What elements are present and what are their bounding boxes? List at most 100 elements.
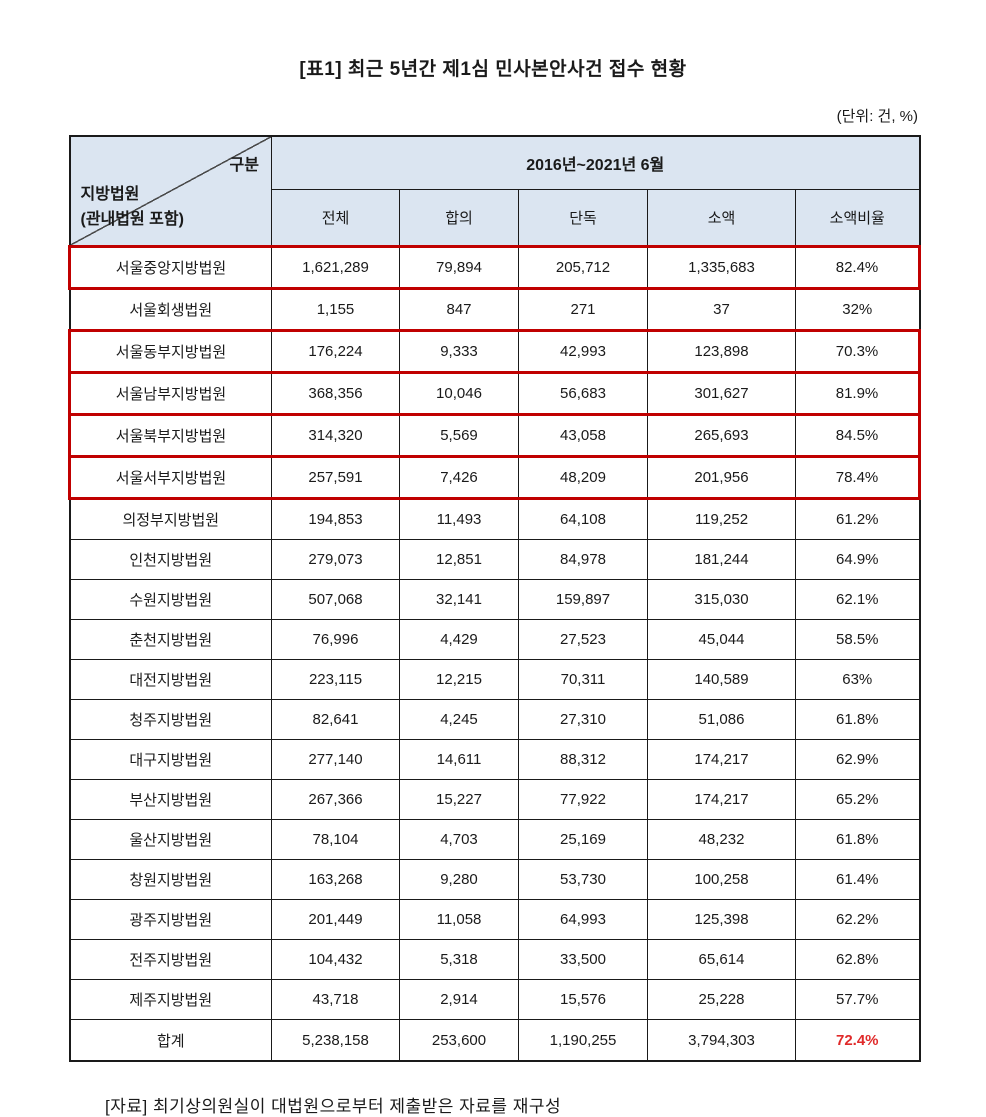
value-cell: 267,366 (271, 779, 400, 820)
value-cell: 1,335,683 (647, 245, 796, 290)
value-cell: 271 (518, 288, 648, 331)
value-cell: 223,115 (271, 659, 400, 700)
table-row: 서울북부지방법원 314,320 5,569 43,058 265,693 84.5% (68, 413, 922, 458)
value-cell: 70.3% (794, 329, 922, 374)
value-cell: 81.9% (794, 371, 922, 416)
table-row: 대전지방법원 223,115 12,215 70,311 140,589 63% (69, 659, 921, 700)
value-cell: 279,073 (271, 539, 400, 580)
value-cell: 314,320 (271, 413, 400, 458)
civil-cases-table: 구분 지방법원 (관내법원 포함) 2016년~2021년 6월 전체 합의 단독 소… (68, 135, 922, 1062)
value-cell: 10,046 (399, 371, 519, 416)
court-name-cell: 울산지방법원 (69, 819, 272, 860)
court-name-cell: 춘천지방법원 (69, 619, 272, 660)
value-cell: 11,058 (399, 899, 519, 940)
value-cell: 58.5% (794, 619, 921, 660)
value-cell: 70,311 (518, 659, 648, 700)
value-cell: 63% (794, 659, 921, 700)
court-name-cell: 인천지방법원 (69, 539, 272, 580)
table-row: 서울회생법원 1,155 847 271 37 32% (69, 288, 921, 331)
table-row: 제주지방법원 43,718 2,914 15,576 25,228 57.7% (69, 979, 921, 1020)
value-cell: 84.5% (794, 413, 922, 458)
column-header-3: 소액 (647, 189, 796, 247)
value-cell: 43,718 (271, 979, 400, 1020)
corner-label-category: 구분 (229, 157, 259, 174)
value-cell: 277,140 (271, 739, 400, 780)
value-cell: 265,693 (647, 413, 796, 458)
value-cell: 9,280 (399, 859, 519, 900)
court-name-cell: 청주지방법원 (69, 699, 272, 740)
value-cell: 201,449 (271, 899, 400, 940)
value-cell: 78,104 (271, 819, 400, 860)
table-row: 수원지방법원 507,068 32,141 159,897 315,030 62.1% (69, 579, 921, 620)
corner-label-court: 지방법원 (관내법원 포함) (81, 183, 184, 233)
value-cell: 84,978 (518, 539, 648, 580)
court-name-cell: 서울북부지방법원 (68, 413, 272, 458)
table-row: 광주지방법원 201,449 11,058 64,993 125,398 62.2% (69, 899, 921, 940)
value-cell: 15,227 (399, 779, 519, 820)
value-cell: 77,922 (518, 779, 648, 820)
value-cell: 57.7% (794, 979, 921, 1020)
header-row-period: 구분 지방법원 (관내법원 포함) 2016년~2021년 6월 (69, 135, 921, 247)
table-row: 서울남부지방법원 368,356 10,046 56,683 301,627 81.9% (68, 371, 922, 416)
value-cell: 119,252 (647, 498, 796, 540)
court-name-cell: 부산지방법원 (69, 779, 272, 820)
table-row: 대구지방법원 277,140 14,611 88,312 174,217 62.9% (69, 739, 921, 780)
table-row: 전주지방법원 104,432 5,318 33,500 65,614 62.8% (69, 939, 921, 980)
court-name-cell: 서울서부지방법원 (68, 455, 272, 500)
header-row-columns: 전체 합의 단독 소액 소액비율 (70, 189, 921, 247)
court-name-cell: 의정부지방법원 (69, 498, 272, 540)
value-cell: 1,621,289 (271, 245, 400, 290)
value-cell: 42,993 (518, 329, 648, 374)
court-name-cell: 서울중앙지방법원 (68, 245, 272, 290)
source-note: [자료] 최기상의원실이 대법원으로부터 제출받은 자료를 재구성 (105, 1097, 562, 1116)
value-cell: 82.4% (794, 245, 922, 290)
total-value-cell: 253,600 (399, 1019, 519, 1062)
table-row: 부산지방법원 267,366 15,227 77,922 174,217 65.2% (69, 779, 921, 820)
value-cell: 9,333 (399, 329, 519, 374)
table-row: 서울동부지방법원 176,224 9,333 42,993 123,898 70.3% (68, 329, 922, 374)
value-cell: 123,898 (647, 329, 796, 374)
total-value-cell: 1,190,255 (518, 1019, 648, 1062)
value-cell: 194,853 (271, 498, 400, 540)
value-cell: 45,044 (647, 619, 796, 660)
corner-label-court-line2: (관내법원 포함) (80, 211, 184, 229)
value-cell: 27,523 (518, 619, 648, 660)
column-header-4: 소액비율 (794, 189, 921, 247)
value-cell: 78.4% (794, 455, 922, 500)
total-value-cell: 5,238,158 (271, 1019, 400, 1062)
value-cell: 176,224 (271, 329, 400, 374)
column-header-2: 단독 (518, 189, 648, 247)
table-row: 청주지방법원 82,641 4,245 27,310 51,086 61.8% (69, 699, 921, 740)
value-cell: 12,215 (399, 659, 519, 700)
table-row: 서울중앙지방법원 1,621,289 79,894 205,712 1,335,683 8… (68, 245, 922, 290)
table-wrapper: (단위: 건, %) 구분 지방법원 (관내법원 포함) (68, 105, 922, 1062)
value-cell: 33,500 (518, 939, 648, 980)
value-cell: 88,312 (518, 739, 648, 780)
value-cell: 257,591 (271, 455, 400, 500)
value-cell: 4,245 (399, 699, 519, 740)
value-cell: 51,086 (647, 699, 796, 740)
value-cell: 125,398 (647, 899, 796, 940)
court-name-cell: 전주지방법원 (69, 939, 272, 980)
value-cell: 62.2% (794, 899, 921, 940)
table-row: 서울서부지방법원 257,591 7,426 48,209 201,956 78.4% (68, 455, 922, 500)
column-header-0: 전체 (271, 189, 400, 247)
value-cell: 5,318 (399, 939, 519, 980)
value-cell: 48,209 (518, 455, 648, 500)
corner-header-cell: 구분 지방법원 (관내법원 포함) (69, 135, 272, 247)
value-cell: 25,228 (647, 979, 796, 1020)
court-name-cell: 수원지방법원 (69, 579, 272, 620)
value-cell: 62.8% (794, 939, 921, 980)
value-cell: 140,589 (647, 659, 796, 700)
value-cell: 14,611 (399, 739, 519, 780)
value-cell: 27,310 (518, 699, 648, 740)
court-name-cell: 서울회생법원 (69, 288, 272, 331)
value-cell: 56,683 (518, 371, 648, 416)
corner-label-court-line1: 지방법원 (80, 186, 140, 204)
court-name-cell: 대전지방법원 (69, 659, 272, 700)
value-cell: 368,356 (271, 371, 400, 416)
court-name-cell: 서울남부지방법원 (68, 371, 272, 416)
value-cell: 5,569 (399, 413, 519, 458)
value-cell: 11,493 (399, 498, 519, 540)
value-cell: 4,429 (399, 619, 519, 660)
